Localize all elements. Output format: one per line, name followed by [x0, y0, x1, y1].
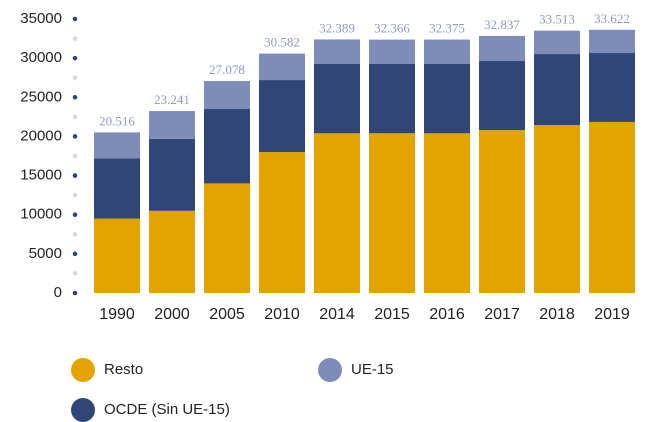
y-tick-mark [72, 55, 78, 61]
x-tick-label: 2016 [429, 306, 465, 323]
bar-segment [314, 133, 360, 293]
bar-segment [479, 35, 525, 62]
y-tick-mark [72, 173, 78, 178]
legend-label: Resto [104, 361, 143, 378]
x-tick-label: 2017 [484, 306, 520, 323]
legend-swatch [71, 398, 95, 422]
total-label: 33.622 [594, 11, 630, 26]
y-minor-tick-mark [72, 271, 78, 276]
y-tick-mark [72, 134, 78, 139]
y-tick-mark [72, 251, 78, 257]
bar-segment [204, 81, 250, 110]
total-label: 32.389 [319, 20, 355, 35]
y-tick-mark [72, 212, 78, 218]
bar-segment [424, 39, 470, 65]
y-tick-label: 35000 [20, 10, 62, 27]
bar-segment [314, 64, 360, 134]
bar-segment [94, 132, 140, 159]
x-tick-label: 2018 [539, 306, 575, 323]
bar-segment [424, 133, 470, 293]
x-tick-label: 2000 [154, 306, 190, 323]
y-tick-mark [72, 94, 78, 100]
bar-segment [534, 125, 580, 293]
y-tick-label: 0 [54, 284, 62, 301]
y-tick-label: 25000 [20, 88, 62, 105]
bar-segment [479, 130, 525, 293]
bar-segment [534, 30, 580, 55]
x-tick-label: 2005 [209, 306, 245, 323]
bar-segment [589, 53, 635, 122]
y-tick-label: 20000 [20, 127, 62, 144]
total-label: 23.241 [154, 92, 190, 107]
y-tick-label: 30000 [20, 49, 62, 66]
total-label: 32.375 [429, 21, 465, 36]
bar-segment [314, 39, 360, 65]
bar-segment [149, 210, 195, 293]
y-minor-tick-mark [72, 192, 78, 198]
bar-segment [149, 138, 195, 211]
y-minor-tick-mark [72, 153, 78, 159]
y-minor-tick-mark [72, 114, 78, 120]
total-label: 30.582 [264, 35, 300, 50]
bar-segment [589, 29, 635, 54]
bar-segment [369, 133, 415, 293]
legend-label: UE-15 [351, 361, 394, 378]
y-tick-mark [72, 16, 78, 22]
legend-label: OCDE (Sin UE-15) [104, 401, 230, 418]
total-label: 33.513 [539, 12, 575, 27]
total-label: 32.366 [374, 21, 410, 36]
bar-segment [589, 121, 635, 294]
bar-segment [94, 158, 140, 219]
bar-segment [369, 39, 415, 65]
bar-segment [424, 64, 470, 134]
x-tick-label: 1990 [99, 306, 135, 323]
bar-segment [204, 109, 250, 184]
x-tick-label: 2014 [319, 306, 355, 323]
x-tick-label: 2019 [594, 306, 630, 323]
y-minor-tick-mark [72, 36, 78, 41]
bar-segment [149, 111, 195, 139]
x-tick-label: 2015 [374, 306, 410, 323]
y-tick-mark [72, 290, 78, 296]
bar-segment [259, 80, 305, 153]
bar-segment [534, 54, 580, 126]
total-label: 32.837 [484, 17, 520, 32]
bar-segment [204, 183, 250, 293]
bar-segment [94, 218, 140, 293]
x-tick-label: 2010 [264, 306, 300, 323]
bar-segment [259, 53, 305, 81]
total-label: 20.516 [99, 113, 135, 128]
bar-segment [479, 61, 525, 131]
bar-segment [259, 152, 305, 293]
y-tick-label: 15000 [20, 167, 62, 184]
y-tick-label: 5000 [29, 245, 62, 262]
legend-swatch [318, 358, 342, 382]
y-minor-tick-mark [72, 75, 78, 81]
bar-segment [369, 64, 415, 134]
y-minor-tick-mark [72, 231, 78, 237]
y-tick-label: 10000 [20, 206, 62, 223]
total-label: 27.078 [209, 62, 245, 77]
legend-swatch [71, 358, 95, 382]
